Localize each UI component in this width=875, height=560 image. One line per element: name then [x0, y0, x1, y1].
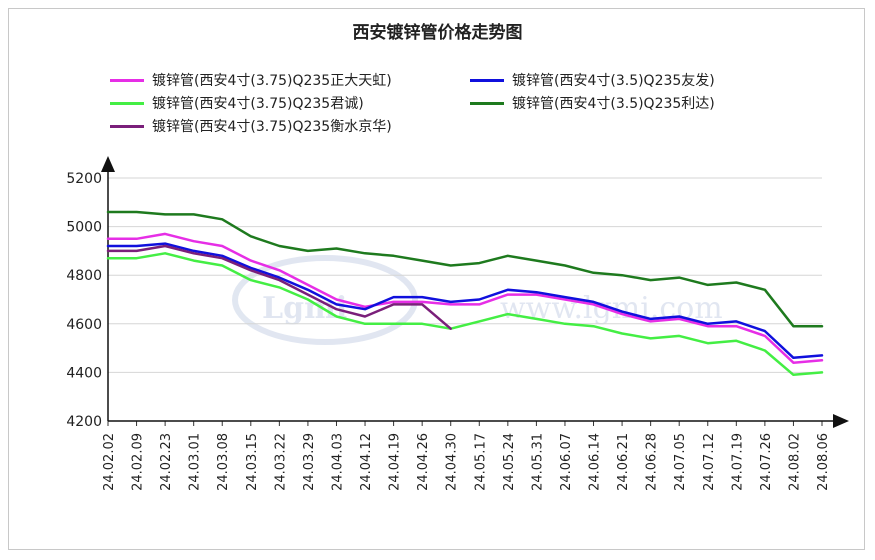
legend-item: 镀锌管(西安4寸(3.5)Q235友发): [470, 70, 715, 90]
x-tick-label: 24.08.02: [787, 433, 802, 491]
x-tick-label: 24.02.02: [102, 433, 117, 491]
x-tick-label: 24.03.15: [245, 433, 260, 491]
legend-label: 镀锌管(西安4寸(3.75)Q235正大天虹): [152, 73, 392, 89]
x-tick-label: 24.04.19: [388, 433, 403, 491]
x-tick-label: 24.04.30: [445, 433, 460, 491]
legend-item: 镀锌管(西安4寸(3.75)Q235正大天虹): [110, 70, 392, 90]
y-axis-ticks: 4200 4400 4600 4800 5000 5200: [66, 171, 102, 430]
legend-label: 镀锌管(西安4寸(3.75)Q235君诚): [152, 96, 364, 112]
series-line: [106, 210, 824, 328]
y-tick-label: 5200: [66, 171, 102, 187]
x-tick-label: 24.03.22: [273, 433, 288, 491]
series-line: [106, 244, 452, 330]
chart-title: 西安镀锌管价格走势图: [352, 23, 523, 43]
legend-swatch: [470, 101, 504, 105]
series-line: [106, 242, 824, 360]
chart-frame: [8, 8, 865, 550]
x-tick-label: 24.07.05: [673, 433, 688, 491]
y-tick-label: 4400: [66, 365, 102, 381]
axes: [101, 156, 849, 428]
legend-swatch: [110, 124, 144, 128]
legend-swatch: [470, 78, 504, 82]
x-tick-label: 24.08.06: [816, 433, 831, 491]
series-lines: [106, 210, 824, 377]
x-axis-ticks: 24.02.02 24.02.09 24.02.23 24.03.01 24.03.08…: [102, 421, 831, 491]
y-tick-label: 5000: [66, 220, 102, 236]
legend-swatch: [110, 78, 144, 82]
x-tick-label: 24.05.17: [473, 433, 488, 491]
x-tick-label: 24.07.26: [759, 433, 774, 491]
x-tick-label: 24.03.29: [302, 433, 317, 491]
series-line: [106, 232, 824, 364]
y-tick-label: 4800: [66, 268, 102, 284]
x-tick-label: 24.07.12: [702, 433, 717, 491]
legend-label: 镀锌管(西安4寸(3.5)Q235友发): [512, 73, 715, 89]
x-tick-label: 24.06.07: [559, 433, 574, 491]
x-tick-label: 24.04.03: [330, 433, 345, 491]
x-tick-label: 24.06.28: [645, 433, 660, 491]
x-tick-label: 24.02.23: [159, 433, 174, 491]
x-tick-label: 24.02.09: [131, 433, 146, 491]
y-axis-arrow: [101, 156, 115, 172]
legend-label: 镀锌管(西安4寸(3.75)Q235衡水京华): [152, 119, 392, 135]
x-tick-label: 24.06.14: [588, 433, 603, 491]
watermark-logo-oval: [232, 255, 418, 345]
x-tick-label: 24.04.26: [416, 433, 431, 491]
x-tick-label: 24.05.31: [530, 433, 545, 491]
y-tick-label: 4200: [66, 414, 102, 430]
series-line: [106, 252, 824, 377]
y-tick-label: 4600: [66, 317, 102, 333]
x-tick-label: 24.05.24: [502, 433, 517, 491]
legend-label: 镀锌管(西安4寸(3.5)Q235利达): [512, 96, 715, 112]
x-tick-label: 24.03.01: [188, 433, 203, 491]
legend-item: 镀锌管(西安4寸(3.5)Q235利达): [470, 93, 715, 113]
x-tick-label: 24.04.12: [359, 433, 374, 491]
x-tick-label: 24.07.19: [730, 433, 745, 491]
legend-item: 镀锌管(西安4寸(3.75)Q235君诚): [110, 93, 364, 113]
legend-swatch: [110, 101, 144, 105]
x-axis-arrow: [833, 414, 849, 428]
legend-item: 镀锌管(西安4寸(3.75)Q235衡水京华): [110, 116, 392, 136]
x-tick-label: 24.06.21: [616, 433, 631, 491]
x-tick-label: 24.03.08: [216, 433, 231, 491]
